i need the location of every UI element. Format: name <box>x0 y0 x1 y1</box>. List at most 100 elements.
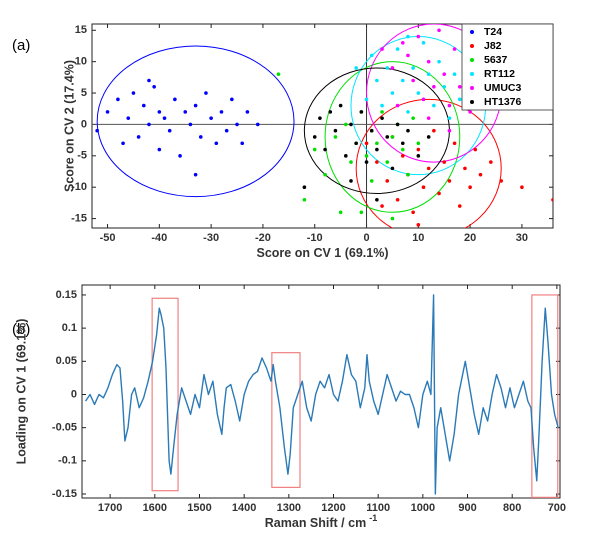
point <box>230 97 234 102</box>
point <box>447 179 452 183</box>
point <box>457 84 462 89</box>
point <box>193 103 198 108</box>
point <box>447 103 452 108</box>
point <box>457 204 462 208</box>
point <box>395 122 400 127</box>
point <box>141 103 146 108</box>
y-tick-label: -0.05 <box>52 422 77 434</box>
x-tick-label: -30 <box>203 232 219 244</box>
x-tick-label: 1500 <box>187 502 211 514</box>
point <box>432 84 436 89</box>
point <box>338 210 343 215</box>
x-tick-label: 1000 <box>411 502 435 514</box>
point <box>188 122 193 127</box>
point <box>302 197 307 202</box>
point <box>349 122 353 127</box>
point <box>380 47 384 51</box>
point <box>380 116 384 120</box>
point <box>167 128 172 133</box>
point <box>395 47 400 51</box>
point <box>457 97 462 102</box>
x-axis-label: Raman Shift / cm -1 <box>265 513 377 530</box>
point <box>395 103 400 108</box>
point <box>421 185 426 189</box>
point <box>147 78 151 83</box>
x-tick-label: 20 <box>464 232 476 244</box>
point <box>380 103 384 108</box>
point <box>400 78 405 83</box>
x-axis-label: Score on CV 1 (69.1%) <box>257 246 389 260</box>
point <box>400 154 405 158</box>
x-tick-label: 1700 <box>98 502 122 514</box>
point <box>214 141 219 146</box>
point <box>354 66 358 70</box>
spectrum-line <box>84 294 559 495</box>
y-tick-label: -5 <box>77 150 87 162</box>
point <box>162 116 167 120</box>
point <box>426 116 431 120</box>
x-tick-label: 0 <box>363 232 369 244</box>
point <box>193 172 198 177</box>
legend-marker <box>470 44 474 48</box>
point <box>520 185 524 189</box>
x-tick-label: 1400 <box>232 502 256 514</box>
point <box>406 34 410 39</box>
plot-frame <box>81 284 561 499</box>
point <box>432 103 436 108</box>
point <box>385 66 390 70</box>
point <box>323 172 327 177</box>
point <box>255 122 260 127</box>
y-tick-label: 0.1 <box>62 322 77 334</box>
point <box>354 141 358 146</box>
plot-frame <box>91 23 554 229</box>
point <box>478 172 483 177</box>
point <box>219 110 224 114</box>
point <box>147 122 151 127</box>
panel-label: (b) <box>12 321 30 338</box>
point <box>390 216 395 221</box>
point <box>437 59 441 64</box>
point <box>312 147 317 152</box>
point <box>333 128 338 133</box>
point <box>312 135 317 139</box>
x-tick-label: -10 <box>307 232 323 244</box>
x-tick-label: 700 <box>548 502 566 514</box>
point <box>406 128 410 133</box>
point <box>323 147 327 152</box>
point <box>369 179 374 183</box>
point <box>416 223 421 227</box>
point <box>400 41 405 45</box>
point <box>344 122 348 127</box>
point <box>364 154 369 158</box>
point <box>349 179 353 183</box>
point <box>95 128 99 133</box>
confidence-ellipse <box>324 61 461 213</box>
point <box>447 128 452 133</box>
point <box>416 34 421 39</box>
y-tick-label: 0.05 <box>56 355 77 367</box>
plot-area <box>84 294 559 498</box>
point <box>411 210 415 215</box>
point <box>390 166 395 171</box>
point <box>452 72 457 77</box>
point <box>116 97 120 102</box>
point <box>426 166 431 171</box>
legend-marker <box>470 86 474 90</box>
point <box>406 53 410 58</box>
point <box>400 141 405 146</box>
point <box>334 229 338 233</box>
x-tick-label: 1100 <box>366 502 390 514</box>
point <box>468 110 472 114</box>
x-tick-label: 1600 <box>143 502 167 514</box>
point <box>359 110 364 114</box>
point <box>385 135 390 139</box>
x-tick-label: 900 <box>458 502 476 514</box>
point <box>178 154 182 158</box>
point <box>333 135 338 139</box>
point <box>173 97 177 102</box>
point <box>426 72 431 77</box>
y-tick-label: -0.15 <box>52 488 77 500</box>
y-tick-label: 5 <box>81 87 87 99</box>
point <box>432 128 436 133</box>
point <box>157 147 162 152</box>
